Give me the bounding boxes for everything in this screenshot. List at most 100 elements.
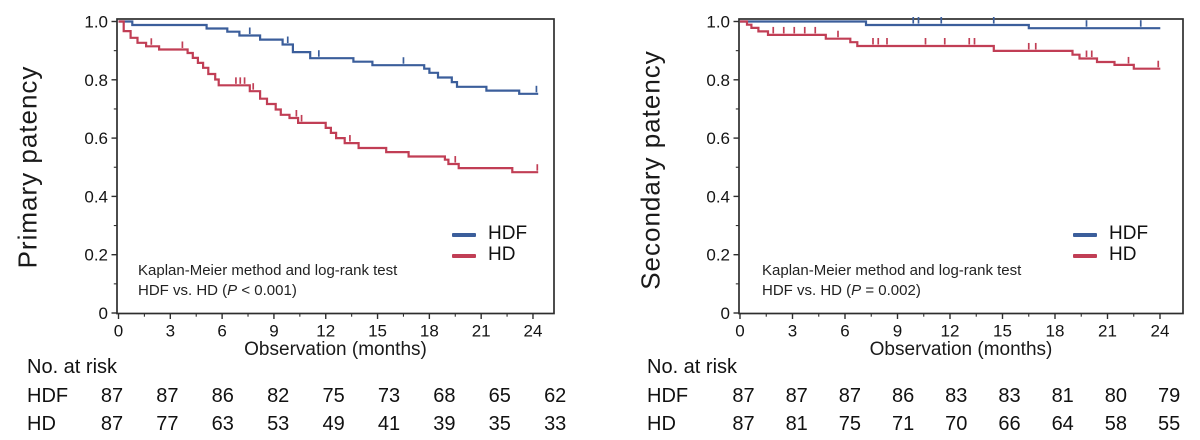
y-tick-label: 0: [99, 304, 108, 323]
x-tick-label: 15: [368, 322, 387, 341]
hd-curve: [740, 20, 1161, 70]
y-tick-label: 0.6: [706, 129, 730, 148]
pvalue-suffix: = 0.002): [861, 282, 921, 299]
legend-label-hdf: HDF: [1109, 223, 1149, 244]
x-tick-label: 3: [166, 322, 175, 341]
x-tick-label: 9: [269, 322, 278, 341]
risk-count: 81: [785, 413, 808, 435]
y-tick-label: 0.4: [706, 187, 730, 206]
legend-label-hd: HD: [488, 244, 516, 265]
x-tick-label: 15: [993, 322, 1012, 341]
risk-row-label-hd: HD: [647, 413, 676, 435]
risk-count: 55: [1157, 413, 1181, 435]
y-tick-label: 1.0: [84, 13, 108, 32]
hdf-curve: [118, 20, 539, 95]
risk-count: 75: [838, 413, 862, 435]
x-tick-label: 18: [1046, 322, 1065, 341]
x-tick-label: 12: [941, 322, 960, 341]
legend-swatch-hd: [1073, 254, 1097, 258]
risk-count: 66: [998, 413, 1021, 435]
risk-count: 83: [998, 385, 1021, 407]
x-tick-label: 18: [420, 322, 439, 341]
risk-count: 75: [322, 385, 345, 407]
pvalue-symbol: P: [851, 282, 862, 299]
risk-count: 80: [1104, 385, 1128, 407]
risk-count: 87: [100, 413, 124, 435]
x-axis-title-right: Observation (months): [869, 339, 1053, 360]
risk-count: 71: [891, 413, 915, 435]
legend-label-hdf: HDF: [488, 223, 528, 244]
x-tick-label: 12: [316, 322, 335, 341]
risk-count: 81: [1051, 385, 1074, 407]
risk-table-title-right: No. at risk: [647, 356, 738, 378]
risk-table-title-left: No. at risk: [27, 356, 118, 378]
risk-count: 87: [156, 385, 179, 407]
x-tick-label: 9: [893, 322, 902, 341]
y-tick-label: 1.0: [706, 13, 730, 32]
risk-count: 33: [544, 413, 567, 435]
risk-count: 87: [785, 385, 808, 407]
x-tick-label: 0: [114, 322, 123, 341]
y-tick-label: 0.2: [84, 246, 108, 265]
x-tick-label: 3: [788, 322, 797, 341]
risk-count: 70: [945, 413, 968, 435]
plot-frame: [116, 18, 555, 315]
y-axis-title-secondary: Secondary patency: [635, 50, 666, 290]
risk-count: 82: [267, 385, 290, 407]
y-axis-title-primary: Primary patency: [12, 65, 43, 269]
risk-count: 77: [156, 413, 179, 435]
x-tick-label: 24: [524, 322, 543, 341]
pvalue-prefix: HDF vs. HD (: [762, 282, 852, 299]
risk-count: 35: [488, 413, 511, 435]
pvalue-prefix: HDF vs. HD (: [138, 282, 228, 299]
x-tick-label: 6: [217, 322, 226, 341]
pvalue-suffix: < 0.001): [237, 282, 297, 299]
risk-count: 73: [377, 385, 401, 407]
y-tick-label: 0.8: [84, 71, 108, 90]
x-tick-label: 21: [472, 322, 491, 341]
legend-label-hd: HD: [1109, 244, 1137, 265]
annotation-method-line: Kaplan-Meier method and log-rank test: [138, 262, 398, 279]
annotation-pvalue-line: HDF vs. HD (P < 0.001): [138, 281, 397, 300]
annotation-pvalue-line: HDF vs. HD (P = 0.002): [762, 281, 1021, 300]
legend-swatch-hdf: [452, 233, 476, 237]
risk-count: 65: [488, 385, 511, 407]
risk-count: 53: [267, 413, 290, 435]
annotation-method-line: Kaplan-Meier method and log-rank test: [762, 262, 1022, 279]
x-tick-label: 24: [1151, 322, 1170, 341]
x-tick-label: 6: [840, 322, 849, 341]
risk-count: 68: [433, 385, 456, 407]
risk-count: 63: [211, 413, 234, 435]
risk-count: 41: [377, 413, 401, 435]
risk-count: 87: [838, 385, 862, 407]
legend-swatch-hd: [452, 254, 476, 258]
risk-count: 64: [1051, 413, 1074, 435]
pvalue-symbol: P: [227, 282, 238, 299]
risk-count: 86: [891, 385, 915, 407]
legend-swatch-hdf: [1073, 233, 1097, 237]
x-tick-label: 21: [1098, 322, 1117, 341]
risk-count: 39: [433, 413, 456, 435]
risk-count: 62: [544, 385, 567, 407]
x-tick-label: 0: [735, 322, 744, 341]
stats-annotation-left: Kaplan-Meier method and log-rank test HD…: [138, 261, 397, 300]
x-axis-title-left: Observation (months): [244, 339, 427, 360]
risk-row-label-hdf: HDF: [647, 385, 689, 407]
hdf-curve: [740, 20, 1161, 30]
y-tick-label: 0.6: [84, 129, 108, 148]
risk-count: 87: [100, 385, 124, 407]
risk-count: 79: [1157, 385, 1181, 407]
risk-count: 83: [945, 385, 968, 407]
risk-count: 58: [1104, 413, 1128, 435]
risk-count: 87: [732, 385, 755, 407]
y-tick-label: 0.8: [706, 71, 730, 90]
y-tick-label: 0.4: [84, 187, 108, 206]
risk-row-label-hdf: HDF: [27, 385, 69, 407]
y-tick-label: 0: [721, 304, 730, 323]
y-tick-label: 0.2: [706, 246, 730, 265]
risk-count: 86: [211, 385, 234, 407]
risk-count: 87: [732, 413, 755, 435]
stats-annotation-right: Kaplan-Meier method and log-rank test HD…: [762, 261, 1021, 300]
